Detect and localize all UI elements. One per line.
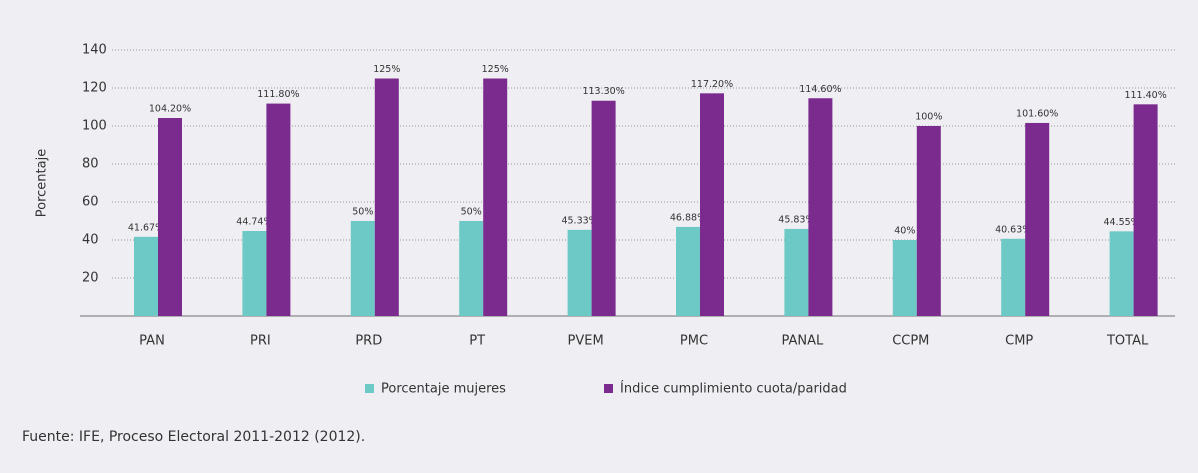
value-label: 114.60% — [799, 84, 841, 95]
bar — [1001, 238, 1026, 316]
y-tick-label: 20 — [82, 271, 99, 286]
value-label: 41.67% — [128, 222, 164, 233]
bar — [700, 93, 724, 316]
bar — [676, 226, 700, 316]
x-tick-label: PRD — [355, 334, 382, 349]
x-tick-label: PRI — [250, 334, 271, 349]
x-tick-label: PMC — [680, 334, 708, 349]
y-tick-label: 140 — [82, 43, 107, 58]
value-label: 113.30% — [582, 86, 624, 97]
value-label: 50% — [461, 207, 482, 218]
y-axis-label: Porcentaje — [35, 149, 50, 217]
value-label: 40.63% — [995, 224, 1031, 235]
bar — [1025, 122, 1050, 317]
value-label: 125% — [482, 64, 509, 75]
value-label: 50% — [352, 207, 373, 218]
x-tick-label: CCPM — [892, 334, 929, 349]
value-label: 44.55% — [1103, 217, 1139, 228]
bar — [374, 78, 399, 316]
bar — [242, 230, 267, 316]
legend-swatch — [365, 384, 374, 393]
bar — [134, 236, 158, 316]
x-tick-label: PAN — [139, 334, 165, 349]
bar — [483, 78, 508, 316]
y-tick-label: 40 — [82, 233, 99, 248]
bar — [158, 118, 182, 317]
y-tick-label: 100 — [82, 119, 107, 134]
bar — [266, 103, 291, 316]
bar — [892, 240, 917, 316]
bar — [459, 221, 484, 316]
x-tick-label: PVEM — [568, 334, 604, 349]
bar — [916, 126, 941, 316]
bar — [1133, 104, 1158, 316]
y-tick-label: 60 — [82, 195, 99, 210]
bar — [1109, 231, 1134, 316]
legend-label: Índice cumplimiento cuota/paridad — [620, 381, 847, 397]
value-label: 104.20% — [149, 104, 191, 115]
legend-swatch — [604, 384, 613, 393]
value-label: 111.80% — [257, 89, 299, 100]
bar — [808, 98, 833, 316]
value-label: 117.20% — [691, 79, 733, 90]
value-label: 100% — [915, 112, 942, 123]
value-label: 46.88% — [670, 212, 706, 223]
x-tick-label: CMP — [1005, 334, 1033, 349]
x-tick-label: PT — [469, 334, 485, 349]
value-label: 101.60% — [1016, 108, 1058, 119]
value-label: 45.83% — [778, 214, 814, 225]
bar — [784, 228, 809, 316]
value-label: 45.33% — [561, 215, 597, 226]
y-tick-label: 120 — [82, 81, 107, 96]
value-label: 111.40% — [1124, 90, 1166, 101]
bar — [350, 221, 375, 316]
value-label: 44.74% — [236, 216, 272, 227]
value-label: 125% — [373, 64, 400, 75]
source-note: Fuente: IFE, Proceso Electoral 2011-2012… — [22, 429, 365, 445]
bar — [591, 100, 616, 316]
x-tick-label: PANAL — [782, 334, 825, 349]
y-tick-label: 80 — [82, 157, 99, 172]
x-tick-label: TOTAL — [1106, 334, 1149, 349]
legend-label: Porcentaje mujeres — [381, 382, 506, 397]
bar — [567, 229, 592, 316]
value-label: 40% — [894, 226, 915, 237]
